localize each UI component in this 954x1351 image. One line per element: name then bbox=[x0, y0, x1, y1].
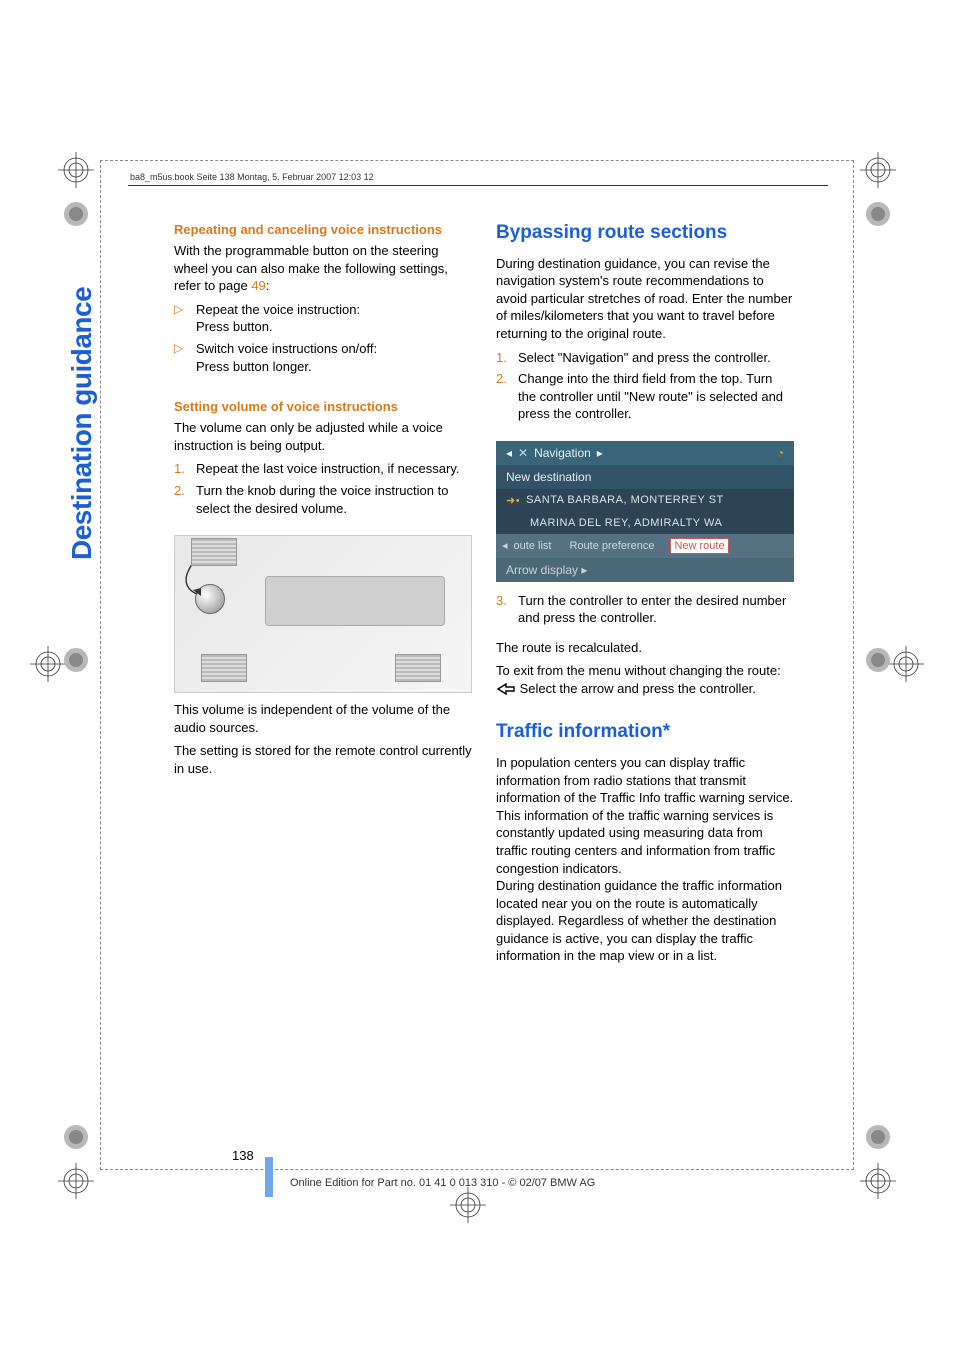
para: The route is recalculated. bbox=[496, 639, 794, 657]
list-number: 2. bbox=[496, 370, 518, 388]
header-rule bbox=[128, 185, 828, 186]
para: To exit from the menu without changing t… bbox=[496, 662, 794, 680]
nav-title-bar: ◂ ✕ Navigation ▸ ◔ bbox=[496, 441, 794, 465]
text: Change into the third field from the top… bbox=[518, 370, 794, 423]
header-stamp: ba8_m5us.book Seite 138 Montag, 5. Febru… bbox=[130, 172, 374, 182]
para: During destination guidance, you can rev… bbox=[496, 255, 794, 343]
heading-repeat-cancel: Repeating and canceling voice instructio… bbox=[174, 222, 472, 238]
spine-dot-icon bbox=[864, 646, 892, 674]
numbered-list: 1.Select "Navigation" and press the cont… bbox=[496, 349, 794, 427]
list-number: 2. bbox=[174, 482, 196, 500]
chevron-left-icon: ◂ bbox=[502, 539, 508, 552]
nav-tab: Route preference bbox=[569, 540, 654, 552]
nav-arrow-row: Arrow display ▸ bbox=[496, 558, 794, 582]
para: This volume is independent of the volume… bbox=[174, 701, 472, 736]
nav-title: Navigation bbox=[534, 446, 591, 460]
para: The setting is stored for the remote con… bbox=[174, 742, 472, 777]
list-item: 1.Repeat the last voice instruction, if … bbox=[174, 460, 472, 478]
footer-text: Online Edition for Part no. 01 41 0 013 … bbox=[290, 1177, 595, 1189]
crop-mark-icon bbox=[888, 646, 924, 682]
text: Turn the knob during the voice instructi… bbox=[196, 482, 472, 517]
nav-icon: ✕ bbox=[518, 446, 528, 460]
text: Switch voice instructions on/off: Press … bbox=[196, 340, 377, 375]
crop-mark-icon bbox=[450, 1187, 486, 1223]
spine-dot-icon bbox=[62, 1123, 90, 1151]
nav-screenshot: ◂ ✕ Navigation ▸ ◔ New destination ➜• SA… bbox=[496, 441, 794, 582]
crop-mark-icon bbox=[860, 152, 896, 188]
nav-destination-row: MARINA DEL REY, ADMIRALTY WA bbox=[496, 512, 794, 534]
spine-dot-icon bbox=[864, 200, 892, 228]
page-ref-link[interactable]: 49 bbox=[251, 278, 265, 293]
para: Select the arrow and press the controlle… bbox=[496, 680, 794, 698]
para: With the programmable button on the stee… bbox=[174, 242, 472, 295]
text: Repeat the voice instruction: Press butt… bbox=[196, 301, 360, 336]
spine-dot-icon bbox=[864, 1123, 892, 1151]
crop-mark-icon bbox=[58, 1163, 94, 1199]
para: The volume can only be adjusted while a … bbox=[174, 419, 472, 454]
list-item: 3.Turn the controller to enter the desir… bbox=[496, 592, 794, 627]
text: : bbox=[266, 278, 270, 293]
spine-dot-icon bbox=[62, 646, 90, 674]
right-column: Bypassing route sections During destinat… bbox=[496, 222, 794, 971]
bullet-list: ▷Repeat the voice instruction: Press but… bbox=[174, 301, 472, 379]
text: Select the arrow and press the controlle… bbox=[516, 681, 756, 696]
list-number: 1. bbox=[174, 460, 196, 478]
chevron-left-icon: ◂ bbox=[506, 446, 512, 460]
numbered-list: 1.Repeat the last voice instruction, if … bbox=[174, 460, 472, 521]
section-tab: Destination guidance bbox=[66, 287, 98, 560]
text: With the programmable button on the stee… bbox=[174, 243, 448, 293]
heading-bypassing: Bypassing route sections bbox=[496, 222, 794, 245]
text: Repeat the last voice instruction, if ne… bbox=[196, 460, 460, 478]
para: In population centers you can display tr… bbox=[496, 754, 794, 877]
clock-icon: ◔ bbox=[777, 446, 784, 460]
content: Repeating and canceling voice instructio… bbox=[174, 222, 794, 971]
page-number: 138 bbox=[232, 1148, 254, 1163]
nav-tab-highlighted: New route bbox=[670, 538, 728, 554]
text: Turn the controller to enter the desired… bbox=[518, 592, 794, 627]
numbered-list: 3.Turn the controller to enter the desir… bbox=[496, 592, 794, 631]
left-column: Repeating and canceling voice instructio… bbox=[174, 222, 472, 971]
list-item: ▷Repeat the voice instruction: Press but… bbox=[174, 301, 472, 336]
text: SANTA BARBARA, MONTERREY ST bbox=[526, 494, 724, 506]
crop-mark-icon bbox=[58, 152, 94, 188]
nav-new-destination: New destination bbox=[496, 465, 794, 489]
text: MARINA DEL REY, ADMIRALTY WA bbox=[530, 517, 722, 529]
heading-volume: Setting volume of voice instructions bbox=[174, 399, 472, 415]
page-indicator bbox=[265, 1157, 273, 1197]
crop-mark-icon bbox=[860, 1163, 896, 1199]
destination-icon: ➜• bbox=[506, 494, 520, 507]
para: During destination guidance the traffic … bbox=[496, 877, 794, 965]
nav-tab: oute list bbox=[514, 540, 552, 552]
back-arrow-icon bbox=[496, 683, 516, 695]
list-number: 3. bbox=[496, 592, 518, 610]
triangle-icon: ▷ bbox=[174, 340, 196, 356]
list-item: 2.Turn the knob during the voice instruc… bbox=[174, 482, 472, 517]
text: Select "Navigation" and press the contro… bbox=[518, 349, 771, 367]
list-item: 2.Change into the third field from the t… bbox=[496, 370, 794, 423]
dashboard-figure bbox=[174, 535, 472, 693]
list-number: 1. bbox=[496, 349, 518, 367]
list-item: ▷Switch voice instructions on/off: Press… bbox=[174, 340, 472, 375]
spine-dot-icon bbox=[62, 200, 90, 228]
heading-traffic: Traffic information* bbox=[496, 721, 794, 744]
nav-tabs-row: ◂ oute list Route preference New route bbox=[496, 534, 794, 558]
chevron-right-icon: ▸ bbox=[597, 446, 603, 460]
crop-mark-icon bbox=[30, 646, 66, 682]
nav-destination-row: ➜• SANTA BARBARA, MONTERREY ST bbox=[496, 489, 794, 512]
list-item: 1.Select "Navigation" and press the cont… bbox=[496, 349, 794, 367]
triangle-icon: ▷ bbox=[174, 301, 196, 317]
